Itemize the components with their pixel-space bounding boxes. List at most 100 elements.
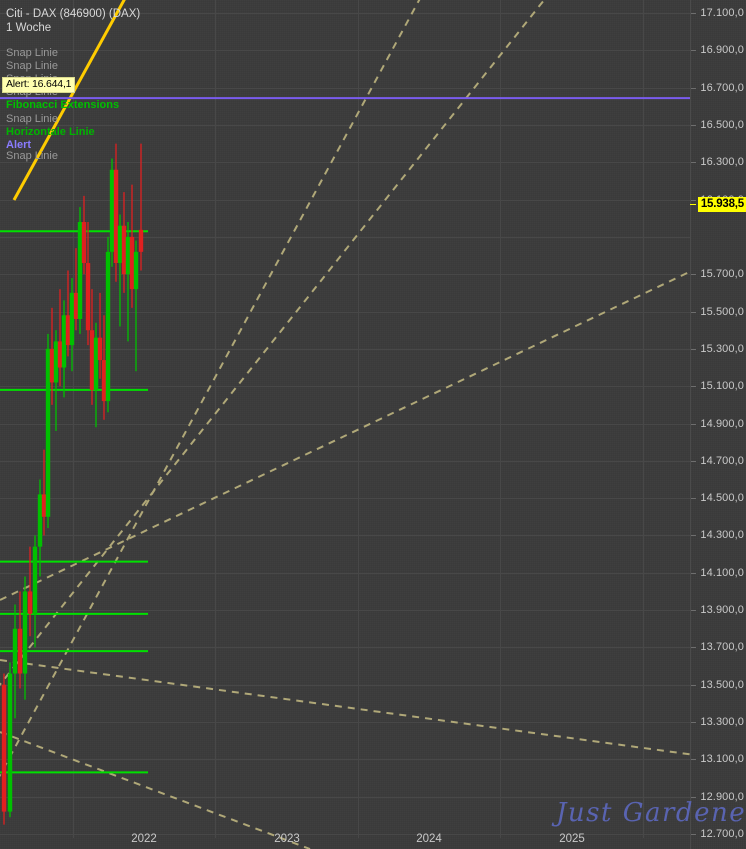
trendline-dashed-3[interactable] [0, 244, 746, 601]
price-tick-dash [691, 162, 696, 163]
ohlc-bar [17, 591, 23, 689]
ohlc-bar [97, 292, 103, 379]
gridline-horizontal [0, 685, 746, 686]
price-tick-label: 14.100,0 [700, 567, 744, 579]
ohlc-bar [7, 662, 13, 818]
chart-title: Citi - DAX (846900) (DAX) [6, 8, 141, 20]
ohlc-bar [105, 236, 111, 413]
price-tick-dash [691, 498, 696, 499]
ohlc-bar [12, 604, 18, 719]
ohlc-bar [65, 270, 71, 357]
time-tick-label: 2025 [559, 833, 585, 845]
price-tick-dash [691, 685, 696, 686]
gridline-vertical [643, 0, 644, 838]
price-tick-dash [691, 461, 696, 462]
legend-item-snap[interactable]: Snap Linie [6, 60, 58, 72]
price-tick-label: 12.900,0 [700, 791, 744, 803]
legend-item-alert[interactable]: Alert [6, 139, 32, 151]
price-tick-label: 16.900,0 [700, 44, 744, 56]
price-tick-dash [691, 610, 696, 611]
watermark: Just Gardener [556, 798, 746, 828]
trendline-dashed-5[interactable] [0, 731, 311, 849]
price-tick-label: 15.300,0 [700, 343, 744, 355]
ohlc-bar [133, 240, 139, 372]
gridline-horizontal [0, 386, 746, 387]
price-tick-dash [691, 647, 696, 648]
price-tick-dash [691, 759, 696, 760]
price-tick-dash [691, 535, 696, 536]
ohlc-bar [57, 289, 63, 387]
last-price-dash [690, 204, 696, 205]
price-tick-label: 15.700,0 [700, 268, 744, 280]
price-tick-dash [691, 312, 696, 313]
price-tick-dash [691, 573, 696, 574]
price-tick-label: 15.500,0 [700, 306, 744, 318]
legend-item-snap[interactable]: Snap Linie [6, 47, 58, 59]
ohlc-bar [138, 143, 144, 271]
legend-item-snap[interactable]: Snap Linie [6, 150, 58, 162]
time-tick-label: 2023 [274, 833, 300, 845]
gridline-horizontal [0, 797, 746, 798]
gridline-horizontal [0, 610, 746, 611]
trendline-dashed-4[interactable] [0, 659, 746, 763]
price-tick-dash [691, 274, 696, 275]
price-tick-label: 13.900,0 [700, 604, 744, 616]
gridline-horizontal [0, 237, 746, 238]
gridline-horizontal [0, 759, 746, 760]
price-tick-dash [691, 13, 696, 14]
gridline-horizontal [0, 424, 746, 425]
price-tick-label: 14.300,0 [700, 529, 744, 541]
legend-item-horiz[interactable]: Horizontale Linie [6, 126, 95, 138]
legend-item-snap[interactable]: Snap Linie [6, 113, 58, 125]
alert-badge[interactable]: Alert: 16.644,1 [2, 77, 76, 93]
gridline-horizontal [0, 573, 746, 574]
ohlc-bar [41, 449, 47, 536]
price-tick-dash [691, 349, 696, 350]
gridline-horizontal [0, 88, 746, 89]
price-tick-label: 12.700,0 [700, 828, 744, 840]
ohlc-bar [101, 315, 107, 420]
ohlc-bar [37, 479, 43, 577]
trendline-dashed-2[interactable] [0, 0, 560, 760]
price-tick-dash [691, 50, 696, 51]
gridline-horizontal [0, 722, 746, 723]
gridline-vertical [73, 0, 74, 838]
price-tick-dash [691, 125, 696, 126]
gridline-horizontal [0, 13, 746, 14]
last-price-tag[interactable]: 15.938,5 [697, 197, 746, 212]
trendline-dashed-1[interactable] [0, 0, 430, 849]
gridline-horizontal [0, 274, 746, 275]
gridline-horizontal [0, 834, 746, 835]
ohlc-bar [89, 289, 95, 405]
gridline-horizontal [0, 50, 746, 51]
price-tick-label: 16.500,0 [700, 119, 744, 131]
gridline-horizontal [0, 647, 746, 648]
gridline-horizontal [0, 349, 746, 350]
chart-interval: 1 Woche [6, 22, 52, 34]
ohlc-bar [22, 576, 28, 700]
gridline-horizontal [0, 461, 746, 462]
price-tick-dash [691, 797, 696, 798]
ohlc-bar [113, 143, 119, 282]
price-tick-label: 14.900,0 [700, 418, 744, 430]
ohlc-bar [45, 333, 51, 528]
ohlc-bar [109, 158, 115, 267]
price-tick-label: 16.300,0 [700, 156, 744, 168]
ohlc-bar [117, 214, 123, 327]
price-tick-label: 13.700,0 [700, 641, 744, 653]
ohlc-bar [32, 535, 38, 648]
ohlc-bar [49, 307, 55, 405]
ohlc-bar [93, 322, 99, 428]
price-tick-label: 16.700,0 [700, 82, 744, 94]
time-tick-label: 2024 [416, 833, 442, 845]
legend-item-fib[interactable]: Fibonacci Extensions [6, 99, 120, 111]
ohlc-bar [1, 673, 7, 825]
gridline-horizontal [0, 162, 746, 163]
ohlc-bar [27, 546, 33, 637]
price-axis[interactable] [690, 0, 746, 849]
price-tick-dash [691, 722, 696, 723]
price-tick-label: 17.100,0 [700, 7, 744, 19]
gridline-horizontal [0, 125, 746, 126]
